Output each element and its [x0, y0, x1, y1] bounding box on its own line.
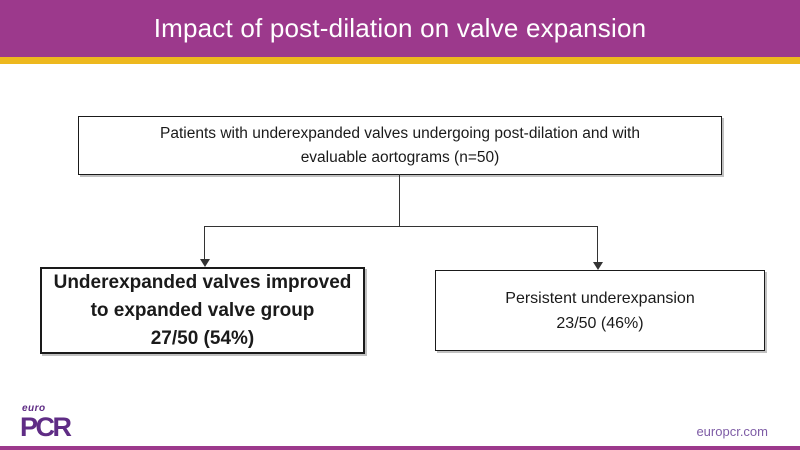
flowchart-root-box: Patients with underexpanded valves under…	[78, 116, 722, 175]
connector-horizontal-branch	[204, 226, 598, 227]
europcr-logo: euro PCR	[20, 403, 72, 442]
header-bar: Impact of post-dilation on valve expansi…	[0, 0, 800, 57]
connector-vertical-left	[204, 226, 205, 260]
persistent-box-line1: Persistent underexpansion	[505, 289, 695, 307]
persistent-box-value: 23/50 (46%)	[556, 314, 644, 332]
root-box-line1: Patients with underexpanded valves under…	[160, 124, 640, 142]
root-box-line2: evaluable aortograms (n=50)	[300, 148, 500, 166]
logo-euro-text: euro	[22, 403, 46, 414]
flowchart-persistent-box: Persistent underexpansion 23/50 (46%)	[435, 270, 765, 351]
improved-box-line2: to expanded valve group	[90, 299, 315, 321]
website-link[interactable]: europcr.com	[696, 424, 768, 439]
bottom-accent-bar	[0, 446, 800, 450]
gold-accent-bar	[0, 57, 800, 64]
flowchart-improved-box: Underexpanded valves improved to expande…	[40, 267, 365, 354]
logo-pcr-text: PCR	[20, 412, 72, 442]
arrowhead-right-icon	[593, 262, 603, 270]
arrowhead-left-icon	[200, 259, 210, 267]
improved-box-value: 27/50 (54%)	[150, 327, 255, 349]
page-title: Impact of post-dilation on valve expansi…	[153, 13, 647, 43]
connector-vertical-center	[399, 174, 400, 227]
connector-vertical-right	[597, 226, 598, 263]
improved-box-line1: Underexpanded valves improved	[53, 271, 352, 293]
